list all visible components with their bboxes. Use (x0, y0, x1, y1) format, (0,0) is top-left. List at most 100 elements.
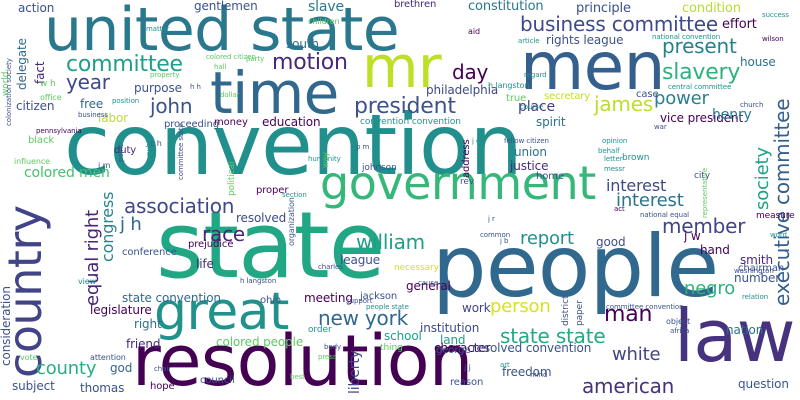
cloud-word: resolved convention (472, 341, 592, 355)
cloud-word: man (604, 302, 653, 327)
cloud-word: james (594, 92, 654, 116)
cloud-word: attention (90, 353, 126, 362)
cloud-word: course (520, 103, 543, 111)
cloud-word: public (145, 135, 153, 156)
cloud-word: party (246, 55, 265, 63)
cloud-word: home (536, 171, 564, 182)
cloud-word: children (308, 17, 340, 26)
cloud-word: influence (14, 157, 50, 166)
cloud-word: council (200, 375, 235, 386)
cloud-word: convention (64, 96, 523, 194)
cloud-word: africa (670, 327, 690, 335)
cloud-word: education (262, 115, 321, 129)
cloud-word: vote (20, 353, 38, 362)
cloud-word: point (117, 144, 125, 162)
cloud-word: state state (500, 324, 606, 348)
cloud-word: time (210, 59, 339, 127)
cloud-word: money (214, 117, 248, 128)
cloud-word: article (518, 37, 540, 45)
cloud-word: j b (500, 237, 509, 245)
cloud-word: art (500, 361, 510, 369)
cloud-word: free (80, 97, 104, 111)
cloud-word: life (196, 257, 214, 271)
cloud-word: rights league (546, 33, 624, 47)
cloud-word: district (561, 295, 571, 326)
cloud-word: vice president (660, 111, 744, 125)
cloud-word: hall (214, 63, 227, 71)
cloud-word: proper (256, 185, 289, 196)
cloud-word: good (596, 235, 626, 249)
cloud-word: person (490, 296, 551, 317)
cloud-word: mind (530, 371, 548, 379)
cloud-word: resolution (132, 320, 473, 400)
cloud-word: place (518, 99, 555, 115)
cloud-word: church (740, 101, 764, 109)
cloud-word: act (614, 205, 625, 213)
cloud-word: delegate (15, 38, 29, 90)
cloud-word: number (734, 271, 781, 285)
cloud-word: true (506, 93, 527, 104)
cloud-word: duty (114, 145, 137, 156)
cloud-word: best (290, 373, 305, 381)
cloud-word: day (452, 60, 489, 84)
cloud-word: slavery (662, 60, 741, 85)
cloud-word: business committee (520, 12, 718, 36)
cloud-word: c h (150, 139, 162, 148)
cloud-word: interest (606, 176, 667, 195)
cloud-word: principle (576, 1, 631, 16)
cloud-word: war (654, 123, 667, 131)
cloud-word: people (432, 217, 719, 317)
cloud-word: chairman (738, 263, 785, 274)
cloud-word: state convention (122, 291, 221, 305)
cloud-word: committee state (177, 123, 185, 180)
cloud-word: pennsylvania (36, 127, 82, 135)
cloud-word: school (384, 329, 422, 343)
cloud-word: president (354, 94, 456, 119)
cloud-word: j w (684, 229, 701, 243)
cloud-word: committee (66, 52, 183, 77)
cloud-word: messr (604, 165, 625, 173)
cloud-word: opinion (602, 137, 628, 145)
cloud-word: conference (122, 247, 177, 258)
cloud-word: support (346, 297, 373, 305)
cloud-word: league (340, 253, 380, 267)
cloud-word: citizen (16, 99, 55, 113)
cloud-word: paper (575, 300, 585, 326)
cloud-word: convention convention (360, 117, 461, 127)
cloud-word: chair (154, 365, 172, 373)
cloud-word: consideration (0, 286, 13, 366)
cloud-word: common (480, 231, 511, 239)
cloud-word: prejudice (188, 239, 234, 250)
cloud-word: colored people (216, 335, 304, 349)
cloud-word: wilson (762, 35, 784, 43)
cloud-word: south (286, 37, 319, 51)
cloud-word: nation (726, 323, 764, 337)
cloud-word: county (36, 358, 97, 379)
cloud-word: effort (722, 17, 757, 32)
cloud-word: association (124, 194, 235, 218)
cloud-word: resolved (236, 211, 287, 225)
cloud-word: gentlemen (194, 0, 258, 13)
cloud-word: year (66, 70, 110, 94)
cloud-word: god (110, 361, 133, 375)
cloud-word: negro (684, 278, 736, 299)
cloud-word: john (150, 94, 193, 118)
cloud-word: letter (604, 155, 623, 163)
cloud-word: charles (318, 263, 343, 271)
cloud-word: central committee (668, 83, 732, 91)
cloud-word: labor (98, 111, 128, 125)
cloud-word: relation (742, 293, 769, 301)
cloud-word: black (28, 135, 55, 146)
cloud-word: representative (701, 167, 709, 218)
cloud-word: ohio (260, 295, 281, 306)
cloud-word: behalf (598, 147, 620, 155)
cloud-word: order (308, 325, 332, 335)
cloud-word: general (406, 279, 451, 293)
cloud-word: right (134, 317, 162, 331)
cloud-word: rev (460, 177, 475, 187)
cloud-word: hope (150, 381, 175, 392)
cloud-word: purpose (134, 81, 182, 95)
cloud-word: h langston (240, 277, 277, 285)
cloud-word: brown (622, 153, 650, 163)
